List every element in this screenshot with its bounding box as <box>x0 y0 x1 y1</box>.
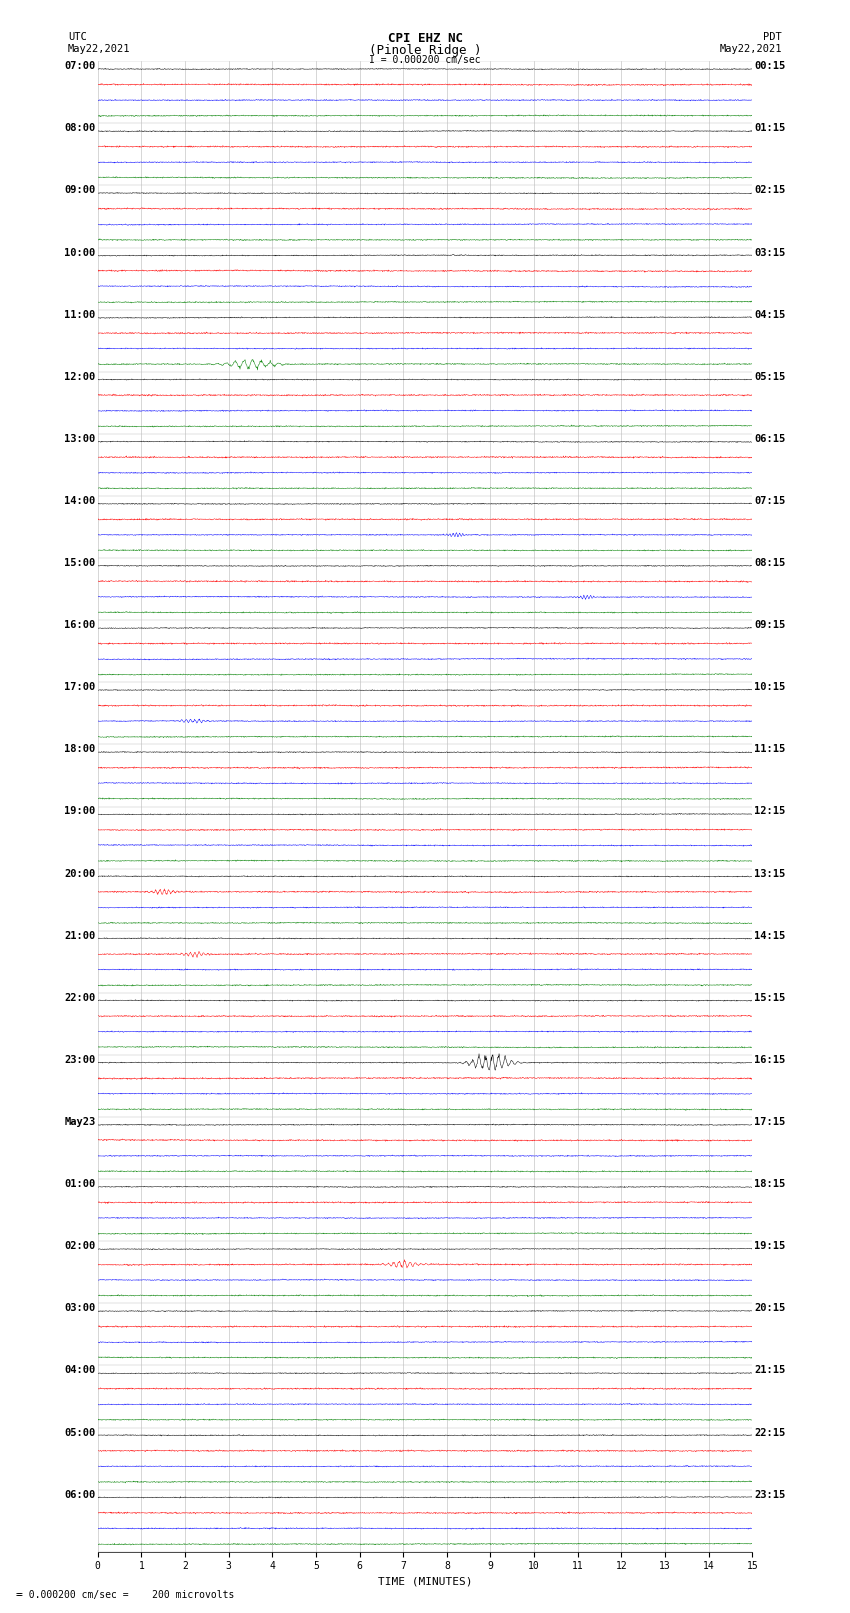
Text: 21:00: 21:00 <box>65 931 95 940</box>
Text: 07:00: 07:00 <box>65 61 95 71</box>
Text: I = 0.000200 cm/sec: I = 0.000200 cm/sec <box>369 55 481 65</box>
Text: 06:15: 06:15 <box>755 434 785 444</box>
Text: =: = <box>15 1590 21 1600</box>
Text: 17:00: 17:00 <box>65 682 95 692</box>
Text: 04:00: 04:00 <box>65 1365 95 1376</box>
Text: 01:15: 01:15 <box>755 124 785 134</box>
Text: 06:00: 06:00 <box>65 1490 95 1500</box>
Text: 08:15: 08:15 <box>755 558 785 568</box>
Text: 21:15: 21:15 <box>755 1365 785 1376</box>
X-axis label: TIME (MINUTES): TIME (MINUTES) <box>377 1578 473 1587</box>
Text: 01:00: 01:00 <box>65 1179 95 1189</box>
Text: 03:15: 03:15 <box>755 248 785 258</box>
Text: 11:15: 11:15 <box>755 745 785 755</box>
Text: 20:00: 20:00 <box>65 868 95 879</box>
Text: 08:00: 08:00 <box>65 124 95 134</box>
Text: (Pinole Ridge ): (Pinole Ridge ) <box>369 44 481 56</box>
Text: 09:00: 09:00 <box>65 185 95 195</box>
Text: 13:15: 13:15 <box>755 868 785 879</box>
Text: 23:00: 23:00 <box>65 1055 95 1065</box>
Text: 00:15: 00:15 <box>755 61 785 71</box>
Text: 03:00: 03:00 <box>65 1303 95 1313</box>
Text: 12:15: 12:15 <box>755 806 785 816</box>
Text: 15:15: 15:15 <box>755 994 785 1003</box>
Text: UTC: UTC <box>68 32 87 42</box>
Text: 14:00: 14:00 <box>65 497 95 506</box>
Text: 11:00: 11:00 <box>65 310 95 319</box>
Text: May22,2021: May22,2021 <box>68 44 131 53</box>
Text: 10:00: 10:00 <box>65 248 95 258</box>
Text: 23:15: 23:15 <box>755 1490 785 1500</box>
Text: 10:15: 10:15 <box>755 682 785 692</box>
Text: 19:15: 19:15 <box>755 1242 785 1252</box>
Text: 16:00: 16:00 <box>65 621 95 631</box>
Text: May22,2021: May22,2021 <box>719 44 782 53</box>
Text: 02:15: 02:15 <box>755 185 785 195</box>
Text: PDT: PDT <box>763 32 782 42</box>
Text: 05:00: 05:00 <box>65 1428 95 1437</box>
Text: 09:15: 09:15 <box>755 621 785 631</box>
Text: CPI EHZ NC: CPI EHZ NC <box>388 32 462 45</box>
Text: 22:00: 22:00 <box>65 994 95 1003</box>
Text: 18:00: 18:00 <box>65 745 95 755</box>
Text: 07:15: 07:15 <box>755 497 785 506</box>
Text: 17:15: 17:15 <box>755 1118 785 1127</box>
Text: 04:15: 04:15 <box>755 310 785 319</box>
Text: 16:15: 16:15 <box>755 1055 785 1065</box>
Text: 19:00: 19:00 <box>65 806 95 816</box>
Text: 13:00: 13:00 <box>65 434 95 444</box>
Text: = 0.000200 cm/sec =    200 microvolts: = 0.000200 cm/sec = 200 microvolts <box>17 1590 235 1600</box>
Text: 05:15: 05:15 <box>755 373 785 382</box>
Text: 22:15: 22:15 <box>755 1428 785 1437</box>
Text: 02:00: 02:00 <box>65 1242 95 1252</box>
Text: 18:15: 18:15 <box>755 1179 785 1189</box>
Text: 14:15: 14:15 <box>755 931 785 940</box>
Text: 15:00: 15:00 <box>65 558 95 568</box>
Text: May23: May23 <box>65 1118 95 1127</box>
Text: 20:15: 20:15 <box>755 1303 785 1313</box>
Text: 12:00: 12:00 <box>65 373 95 382</box>
